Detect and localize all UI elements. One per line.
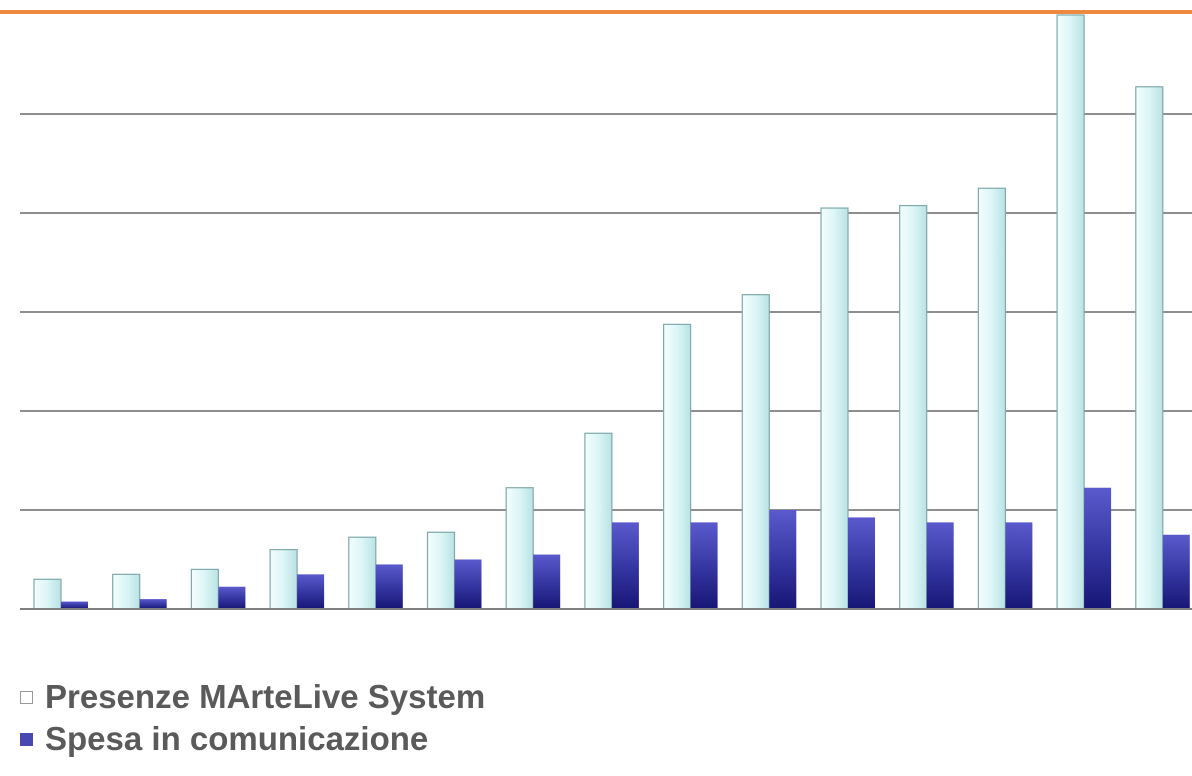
bar-spesa-15 [1162,534,1190,609]
bar-presenze-14 [1056,14,1085,610]
bar-presenze-13 [977,187,1007,610]
legend-item-spesa: Spesa in comunicazione [20,718,485,760]
bar-presenze-15 [1135,86,1164,610]
bar-spesa-11 [848,517,875,609]
bar-spesa-7 [533,554,561,609]
bar-presenze-11 [820,207,849,610]
bars [33,14,1190,610]
bar-presenze-7 [505,487,534,610]
top-border [0,0,1192,4]
bar-spesa-3 [218,586,246,609]
bar-spesa-6 [454,559,482,609]
bar-spesa-5 [375,564,403,609]
legend-swatch-spesa [20,732,33,746]
bar-presenze-10 [741,294,770,610]
legend-swatch-presenze [20,690,33,704]
bar-presenze-4 [269,548,298,610]
legend-label-presenze: Presenze MArteLive System [45,678,486,715]
bar-spesa-2 [139,599,167,609]
bar-spesa-12 [926,522,954,609]
bar-presenze-12 [899,204,928,610]
bar-spesa-13 [1005,522,1033,609]
bar-presenze-6 [426,531,456,610]
bar-spesa-9 [690,522,718,609]
bar-presenze-3 [190,568,219,610]
bar-presenze-8 [584,432,613,610]
legend: Presenze MArteLive System Spesa in comun… [20,676,485,760]
legend-label-spesa: Spesa in comunicazione [45,720,429,757]
legend-item-presenze: Presenze MArteLive System [20,676,485,718]
bar-presenze-1 [33,578,62,610]
bar-spesa-8 [611,522,639,609]
bar-spesa-4 [297,574,325,609]
bar-spesa-1 [61,601,88,609]
bar-presenze-9 [662,323,692,610]
bar-spesa-14 [1084,487,1112,609]
bar-presenze-5 [348,536,377,610]
bar-presenze-2 [112,573,141,610]
bar-spesa-10 [769,510,797,609]
